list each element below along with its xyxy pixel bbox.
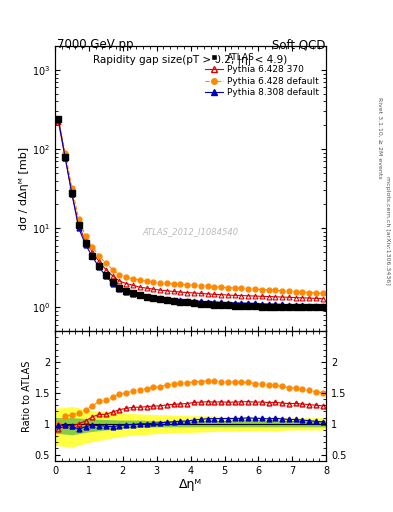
Text: ATLAS_2012_I1084540: ATLAS_2012_I1084540 <box>143 227 239 236</box>
Text: mcplots.cern.ch [arXiv:1306.3436]: mcplots.cern.ch [arXiv:1306.3436] <box>385 176 389 285</box>
Text: Soft QCD: Soft QCD <box>272 38 325 51</box>
Text: Rivet 3.1.10, ≥ 2M events: Rivet 3.1.10, ≥ 2M events <box>377 97 382 179</box>
X-axis label: Δηᴹ: Δηᴹ <box>179 478 202 492</box>
Text: 7000 GeV pp: 7000 GeV pp <box>57 38 134 51</box>
Y-axis label: Ratio to ATLAS: Ratio to ATLAS <box>22 360 32 432</box>
Legend: ATLAS, Pythia 6.428 370, Pythia 6.428 default, Pythia 8.308 default: ATLAS, Pythia 6.428 370, Pythia 6.428 de… <box>203 51 322 100</box>
Y-axis label: dσ / dΔηᴹ [mb]: dσ / dΔηᴹ [mb] <box>19 147 29 230</box>
Text: Rapidity gap size(pT > 0.2, |η| < 4.9): Rapidity gap size(pT > 0.2, |η| < 4.9) <box>94 55 288 65</box>
